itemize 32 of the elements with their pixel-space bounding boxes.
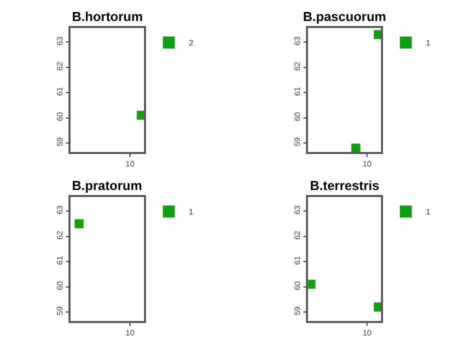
x-tick-label: 10 — [126, 159, 135, 168]
y-tick-label: 62 — [56, 230, 65, 240]
y-tick-label: 59 — [293, 136, 302, 146]
y-tick-label: 61 — [293, 86, 302, 96]
y-tick-label: 61 — [56, 86, 65, 96]
x-tick-label: 10 — [126, 328, 135, 338]
y-tick-label: 63 — [293, 36, 302, 46]
y-tick-label: 63 — [293, 204, 302, 214]
y-tick-label: 59 — [56, 306, 65, 316]
y-tick-label: 61 — [293, 255, 302, 265]
y-tick-label: 63 — [56, 36, 65, 46]
chart-title: B.pratorum — [72, 178, 142, 193]
y-tick-label: 62 — [293, 61, 302, 71]
y-tick-label: 61 — [56, 255, 65, 265]
y-tick-label: 60 — [293, 280, 302, 290]
chart-title: B.pascuorum — [303, 9, 386, 24]
x-tick-label: 10 — [362, 159, 372, 168]
legend-label: 2 — [188, 38, 194, 48]
y-tick-label: 59 — [56, 136, 65, 146]
legend-label: 1 — [188, 208, 194, 217]
chart-title: B.terrestris — [310, 178, 380, 193]
y-tick-label: 59 — [293, 306, 302, 316]
y-tick-label: 62 — [293, 230, 302, 240]
y-tick-label: 60 — [56, 280, 65, 290]
y-tick-label: 63 — [56, 204, 65, 214]
x-tick-label: 10 — [362, 328, 372, 338]
chart-title: B.hortorum — [72, 9, 143, 24]
legend-label: 1 — [426, 38, 431, 48]
y-tick-label: 60 — [293, 112, 302, 122]
y-tick-label: 62 — [56, 61, 65, 71]
y-tick-label: 60 — [56, 112, 65, 122]
legend-label: 1 — [426, 208, 431, 217]
